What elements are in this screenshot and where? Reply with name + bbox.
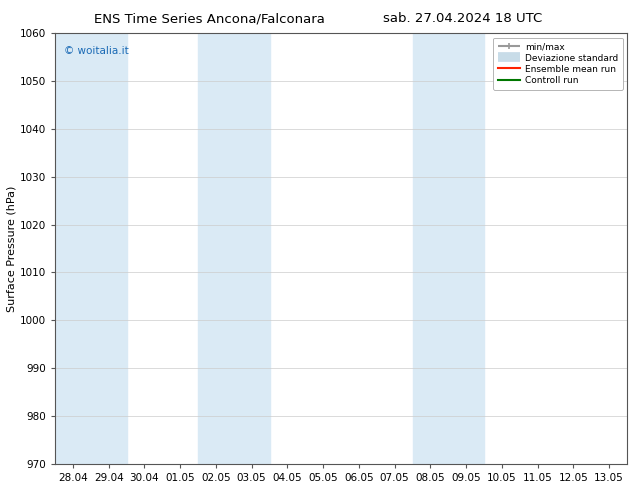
Text: ENS Time Series Ancona/Falconara: ENS Time Series Ancona/Falconara — [94, 12, 325, 25]
Bar — [198, 33, 269, 464]
Text: © woitalia.it: © woitalia.it — [63, 46, 128, 56]
Legend: min/max, Deviazione standard, Ensemble mean run, Controll run: min/max, Deviazione standard, Ensemble m… — [493, 38, 623, 90]
Bar — [413, 33, 484, 464]
Y-axis label: Surface Pressure (hPa): Surface Pressure (hPa) — [7, 185, 17, 312]
Text: sab. 27.04.2024 18 UTC: sab. 27.04.2024 18 UTC — [383, 12, 543, 25]
Bar — [55, 33, 127, 464]
